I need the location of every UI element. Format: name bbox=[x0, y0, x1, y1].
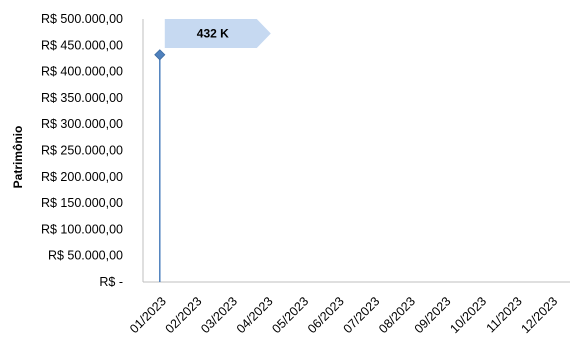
y-tick-label: R$ 500.000,00 bbox=[41, 12, 123, 26]
y-tick-label: R$ 150.000,00 bbox=[41, 196, 123, 210]
y-tick-label: R$ 400.000,00 bbox=[41, 65, 123, 79]
y-tick-label: R$ - bbox=[99, 275, 123, 289]
x-tick-label: 03/2023 bbox=[198, 294, 240, 336]
x-tick-label: 04/2023 bbox=[234, 294, 276, 336]
y-tick-label: R$ 250.000,00 bbox=[41, 144, 123, 158]
x-tick-label: 05/2023 bbox=[269, 294, 311, 336]
x-tick-label: 01/2023 bbox=[127, 294, 169, 336]
callout: 432 K bbox=[164, 19, 271, 48]
data-point-marker bbox=[154, 49, 166, 61]
series-layer bbox=[154, 49, 166, 282]
axes bbox=[142, 19, 570, 283]
x-tick-label: 12/2023 bbox=[518, 294, 560, 336]
y-axis-title-group: Patrimônio bbox=[11, 126, 25, 189]
y-tick-label: R$ 300.000,00 bbox=[41, 117, 123, 131]
x-tick-label: 07/2023 bbox=[341, 294, 383, 336]
x-tick-label: 09/2023 bbox=[412, 294, 454, 336]
x-tick-label: 10/2023 bbox=[447, 294, 489, 336]
y-axis-ticks: R$ - R$ 50.000,00 R$ 100.000,00 R$ 150.000,… bbox=[41, 12, 123, 289]
y-tick-label: R$ 450.000,00 bbox=[41, 38, 123, 52]
y-tick-label: R$ 350.000,00 bbox=[41, 91, 123, 105]
y-tick-label: R$ 200.000,00 bbox=[41, 170, 123, 184]
y-tick-label: R$ 100.000,00 bbox=[41, 222, 123, 236]
x-tick-label: 06/2023 bbox=[305, 294, 347, 336]
x-axis-ticks: 01/202302/202303/202304/202305/202306/20… bbox=[127, 294, 560, 336]
y-tick-label: R$ 50.000,00 bbox=[48, 249, 123, 263]
callout-box bbox=[164, 19, 271, 48]
x-tick-label: 02/2023 bbox=[163, 294, 205, 336]
x-tick-label: 08/2023 bbox=[376, 294, 418, 336]
y-axis-title: Patrimônio bbox=[11, 126, 25, 189]
callout-label: 432 K bbox=[197, 27, 229, 41]
x-tick-label: 11/2023 bbox=[484, 294, 525, 335]
